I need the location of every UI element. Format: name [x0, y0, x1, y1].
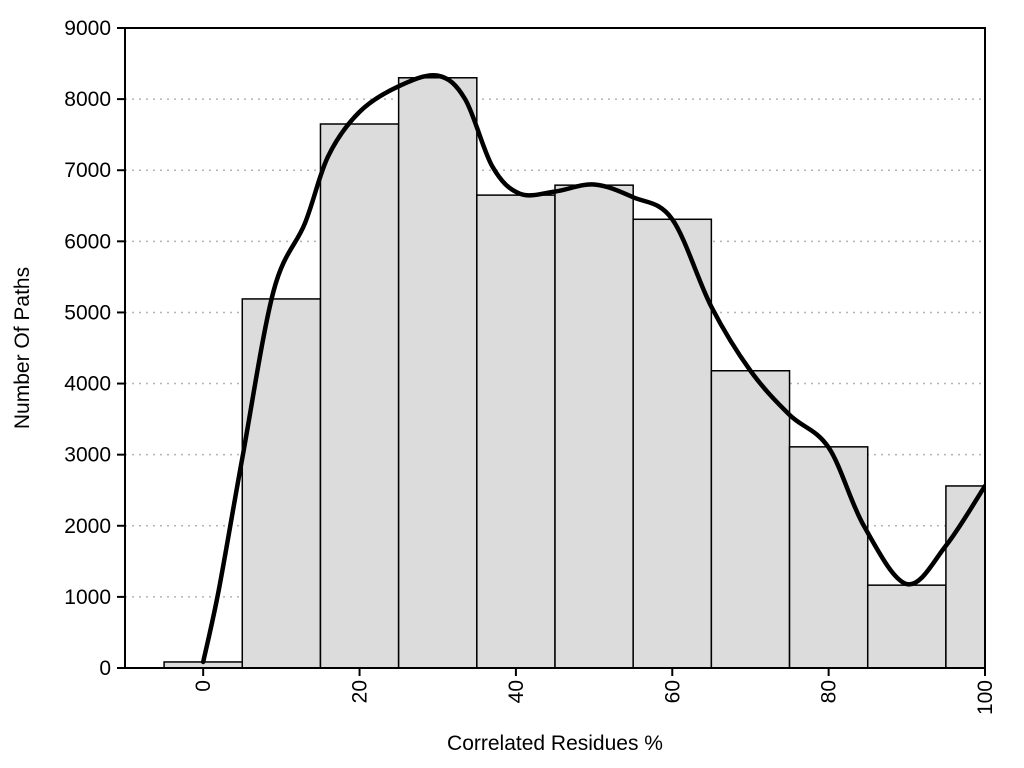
- histogram-bar-80: [788, 446, 869, 669]
- y-axis-title: Number Of Paths: [11, 266, 34, 430]
- y-tick-label-8000: 8000: [64, 88, 111, 111]
- x-tick-label-0: 0: [192, 680, 215, 692]
- y-tick-label-2000: 2000: [64, 515, 111, 538]
- x-tick-label-60: 60: [661, 680, 684, 703]
- x-tick-label-20: 20: [349, 680, 372, 703]
- histogram-bar-50: [554, 184, 634, 669]
- plot-frame: [124, 27, 986, 669]
- y-tick-label-7000: 7000: [64, 159, 111, 182]
- histogram-bar-20: [319, 123, 400, 669]
- histogram-bar-30: [397, 77, 478, 669]
- y-tick-label-9000: 9000: [64, 17, 111, 40]
- histogram-bar-90: [866, 584, 947, 669]
- histogram-bar-60: [632, 218, 713, 669]
- x-tick-label-100: 100: [974, 680, 997, 715]
- smooth-fit-curve: [200, 72, 985, 665]
- y-tick-label-1000: 1000: [64, 586, 111, 609]
- y-tick-label-4000: 4000: [64, 373, 111, 396]
- y-tick-label-5000: 5000: [64, 301, 111, 324]
- y-tick-label-6000: 6000: [64, 230, 111, 253]
- x-tick-label-80: 80: [818, 680, 841, 703]
- histogram-bar-70: [710, 370, 791, 669]
- histogram-bar-10: [241, 298, 322, 669]
- y-tick-label-0: 0: [99, 657, 111, 680]
- x-axis-title: Correlated Residues %: [447, 732, 663, 755]
- histogram-bar-40: [476, 194, 556, 669]
- y-tick-label-3000: 3000: [64, 444, 111, 467]
- x-tick-label-40: 40: [505, 680, 528, 703]
